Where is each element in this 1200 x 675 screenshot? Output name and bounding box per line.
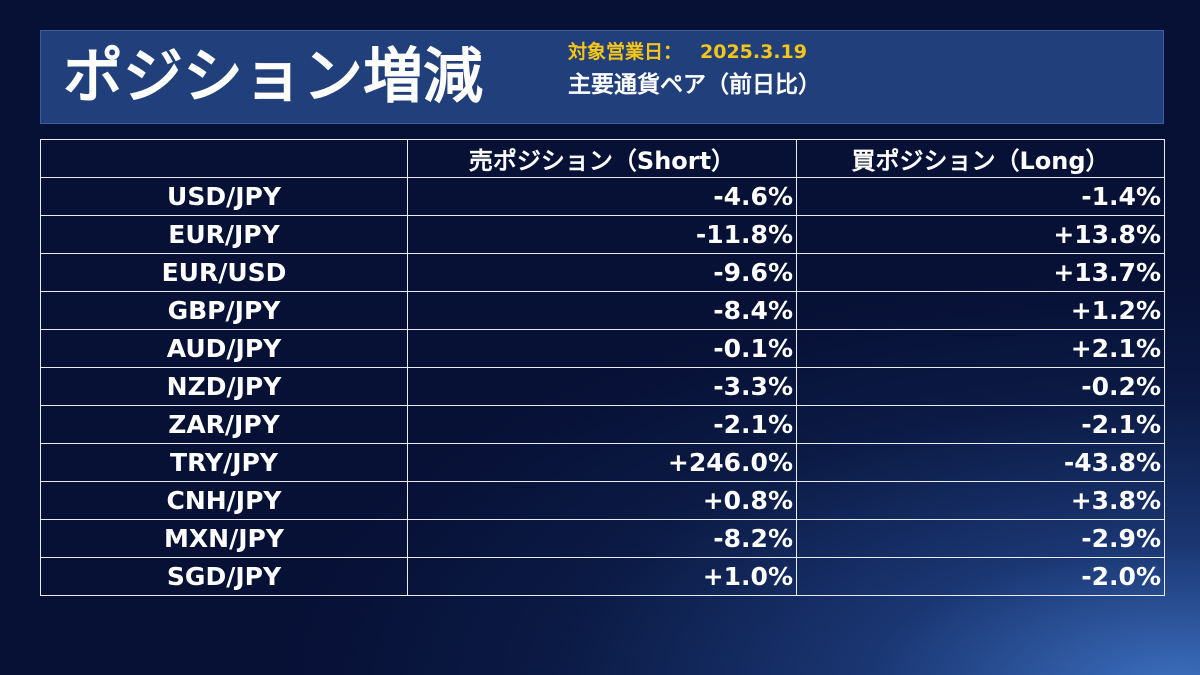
long-change-cell: -1.4% bbox=[796, 177, 1165, 216]
table-row: MXN/JPY -8.2% -2.9% bbox=[40, 519, 1165, 558]
currency-pair-cell: MXN/JPY bbox=[40, 519, 408, 558]
currency-pair-cell: USD/JPY bbox=[40, 177, 408, 216]
long-change-cell: +13.8% bbox=[796, 215, 1165, 254]
currency-pair-cell: SGD/JPY bbox=[40, 557, 408, 596]
table-row: AUD/JPY -0.1% +2.1% bbox=[40, 329, 1165, 368]
table-row: NZD/JPY -3.3% -0.2% bbox=[40, 367, 1165, 406]
short-change-cell: -2.1% bbox=[407, 405, 797, 444]
long-change-cell: +1.2% bbox=[796, 291, 1165, 330]
header-panel: ポジション増減 対象営業日： 2025.3.19 主要通貨ペア（前日比） bbox=[40, 30, 1164, 124]
table-row: USD/JPY -4.6% -1.4% bbox=[40, 177, 1165, 216]
long-change-cell: -43.8% bbox=[796, 443, 1165, 482]
table-row: SGD/JPY +1.0% -2.0% bbox=[40, 557, 1165, 596]
business-date: 対象営業日： 2025.3.19 bbox=[568, 39, 821, 65]
business-date-label: 対象営業日： bbox=[568, 41, 683, 63]
long-change-cell: -0.2% bbox=[796, 367, 1165, 406]
short-change-cell: -9.6% bbox=[407, 253, 797, 292]
table-header-row: 売ポジション（Short） 買ポジション（Long） bbox=[40, 139, 1165, 178]
short-change-cell: +1.0% bbox=[407, 557, 797, 596]
short-change-cell: -8.2% bbox=[407, 519, 797, 558]
currency-pair-cell: GBP/JPY bbox=[40, 291, 408, 330]
short-change-cell: -4.6% bbox=[407, 177, 797, 216]
long-change-cell: +3.8% bbox=[796, 481, 1165, 520]
page-title: ポジション増減 bbox=[63, 42, 483, 112]
currency-pair-cell: NZD/JPY bbox=[40, 367, 408, 406]
currency-pair-cell: CNH/JPY bbox=[40, 481, 408, 520]
short-change-cell: -11.8% bbox=[407, 215, 797, 254]
currency-pair-cell: EUR/USD bbox=[40, 253, 408, 292]
table-body: USD/JPY -4.6% -1.4% EUR/JPY -11.8% +13.8% EUR/… bbox=[40, 177, 1165, 596]
header-subinfo: 対象営業日： 2025.3.19 主要通貨ペア（前日比） bbox=[568, 39, 821, 101]
business-date-value: 2025.3.19 bbox=[700, 41, 807, 63]
table-row: ZAR/JPY -2.1% -2.1% bbox=[40, 405, 1165, 444]
short-change-cell: -8.4% bbox=[407, 291, 797, 330]
table-row: EUR/USD -9.6% +13.7% bbox=[40, 253, 1165, 292]
long-change-cell: -2.9% bbox=[796, 519, 1165, 558]
short-change-cell: -0.1% bbox=[407, 329, 797, 368]
short-change-cell: +246.0% bbox=[407, 443, 797, 482]
column-header-short: 売ポジション（Short） bbox=[407, 139, 797, 178]
table-row: GBP/JPY -8.4% +1.2% bbox=[40, 291, 1165, 330]
page-subtitle: 主要通貨ペア（前日比） bbox=[568, 72, 821, 98]
currency-pair-cell: AUD/JPY bbox=[40, 329, 408, 368]
long-change-cell: +2.1% bbox=[796, 329, 1165, 368]
position-change-table: 売ポジション（Short） 買ポジション（Long） USD/JPY -4.6% -… bbox=[40, 139, 1165, 596]
currency-pair-cell: ZAR/JPY bbox=[40, 405, 408, 444]
short-change-cell: -3.3% bbox=[407, 367, 797, 406]
column-header-long: 買ポジション（Long） bbox=[796, 139, 1165, 178]
long-change-cell: -2.0% bbox=[796, 557, 1165, 596]
table-row: CNH/JPY +0.8% +3.8% bbox=[40, 481, 1165, 520]
column-header-pair bbox=[40, 139, 408, 178]
long-change-cell: +13.7% bbox=[796, 253, 1165, 292]
currency-pair-cell: EUR/JPY bbox=[40, 215, 408, 254]
table-row: TRY/JPY +246.0% -43.8% bbox=[40, 443, 1165, 482]
short-change-cell: +0.8% bbox=[407, 481, 797, 520]
long-change-cell: -2.1% bbox=[796, 405, 1165, 444]
table-row: EUR/JPY -11.8% +13.8% bbox=[40, 215, 1165, 254]
currency-pair-cell: TRY/JPY bbox=[40, 443, 408, 482]
